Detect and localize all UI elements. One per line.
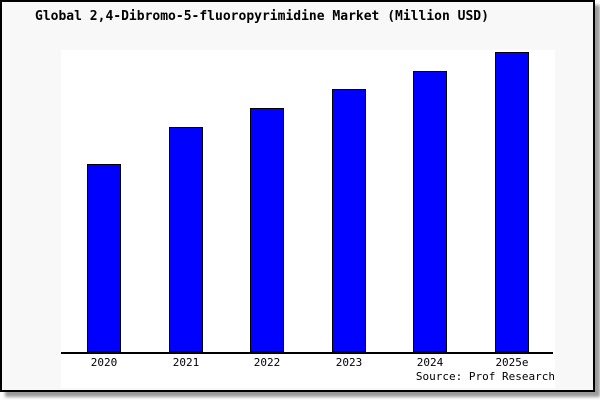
x-tick-label-2024: 2024 — [416, 356, 444, 369]
bar-2024 — [413, 71, 447, 352]
source-note: Source: Prof Research — [415, 370, 555, 383]
x-tick-label-2020: 2020 — [90, 356, 118, 369]
x-axis-line — [61, 352, 553, 354]
x-tick-label-2022: 2022 — [253, 356, 281, 369]
x-tick-label-2021: 2021 — [172, 356, 200, 369]
x-tick-label-2025e: 2025e — [495, 356, 529, 369]
bar-2022 — [250, 108, 284, 352]
chart-title: Global 2,4-Dibromo-5-fluoropyrimidine Ma… — [35, 9, 489, 24]
bar-2025e — [495, 52, 529, 352]
chart-window: Global 2,4-Dibromo-5-fluoropyrimidine Ma… — [0, 0, 595, 392]
bar-2023 — [332, 89, 366, 352]
bar-2020 — [87, 164, 121, 352]
bar-2021 — [169, 127, 203, 352]
x-tick-label-2023: 2023 — [335, 356, 363, 369]
plot-area: 2020 2021 2022 2023 2024 2025e Source: Prof Re… — [61, 50, 555, 388]
